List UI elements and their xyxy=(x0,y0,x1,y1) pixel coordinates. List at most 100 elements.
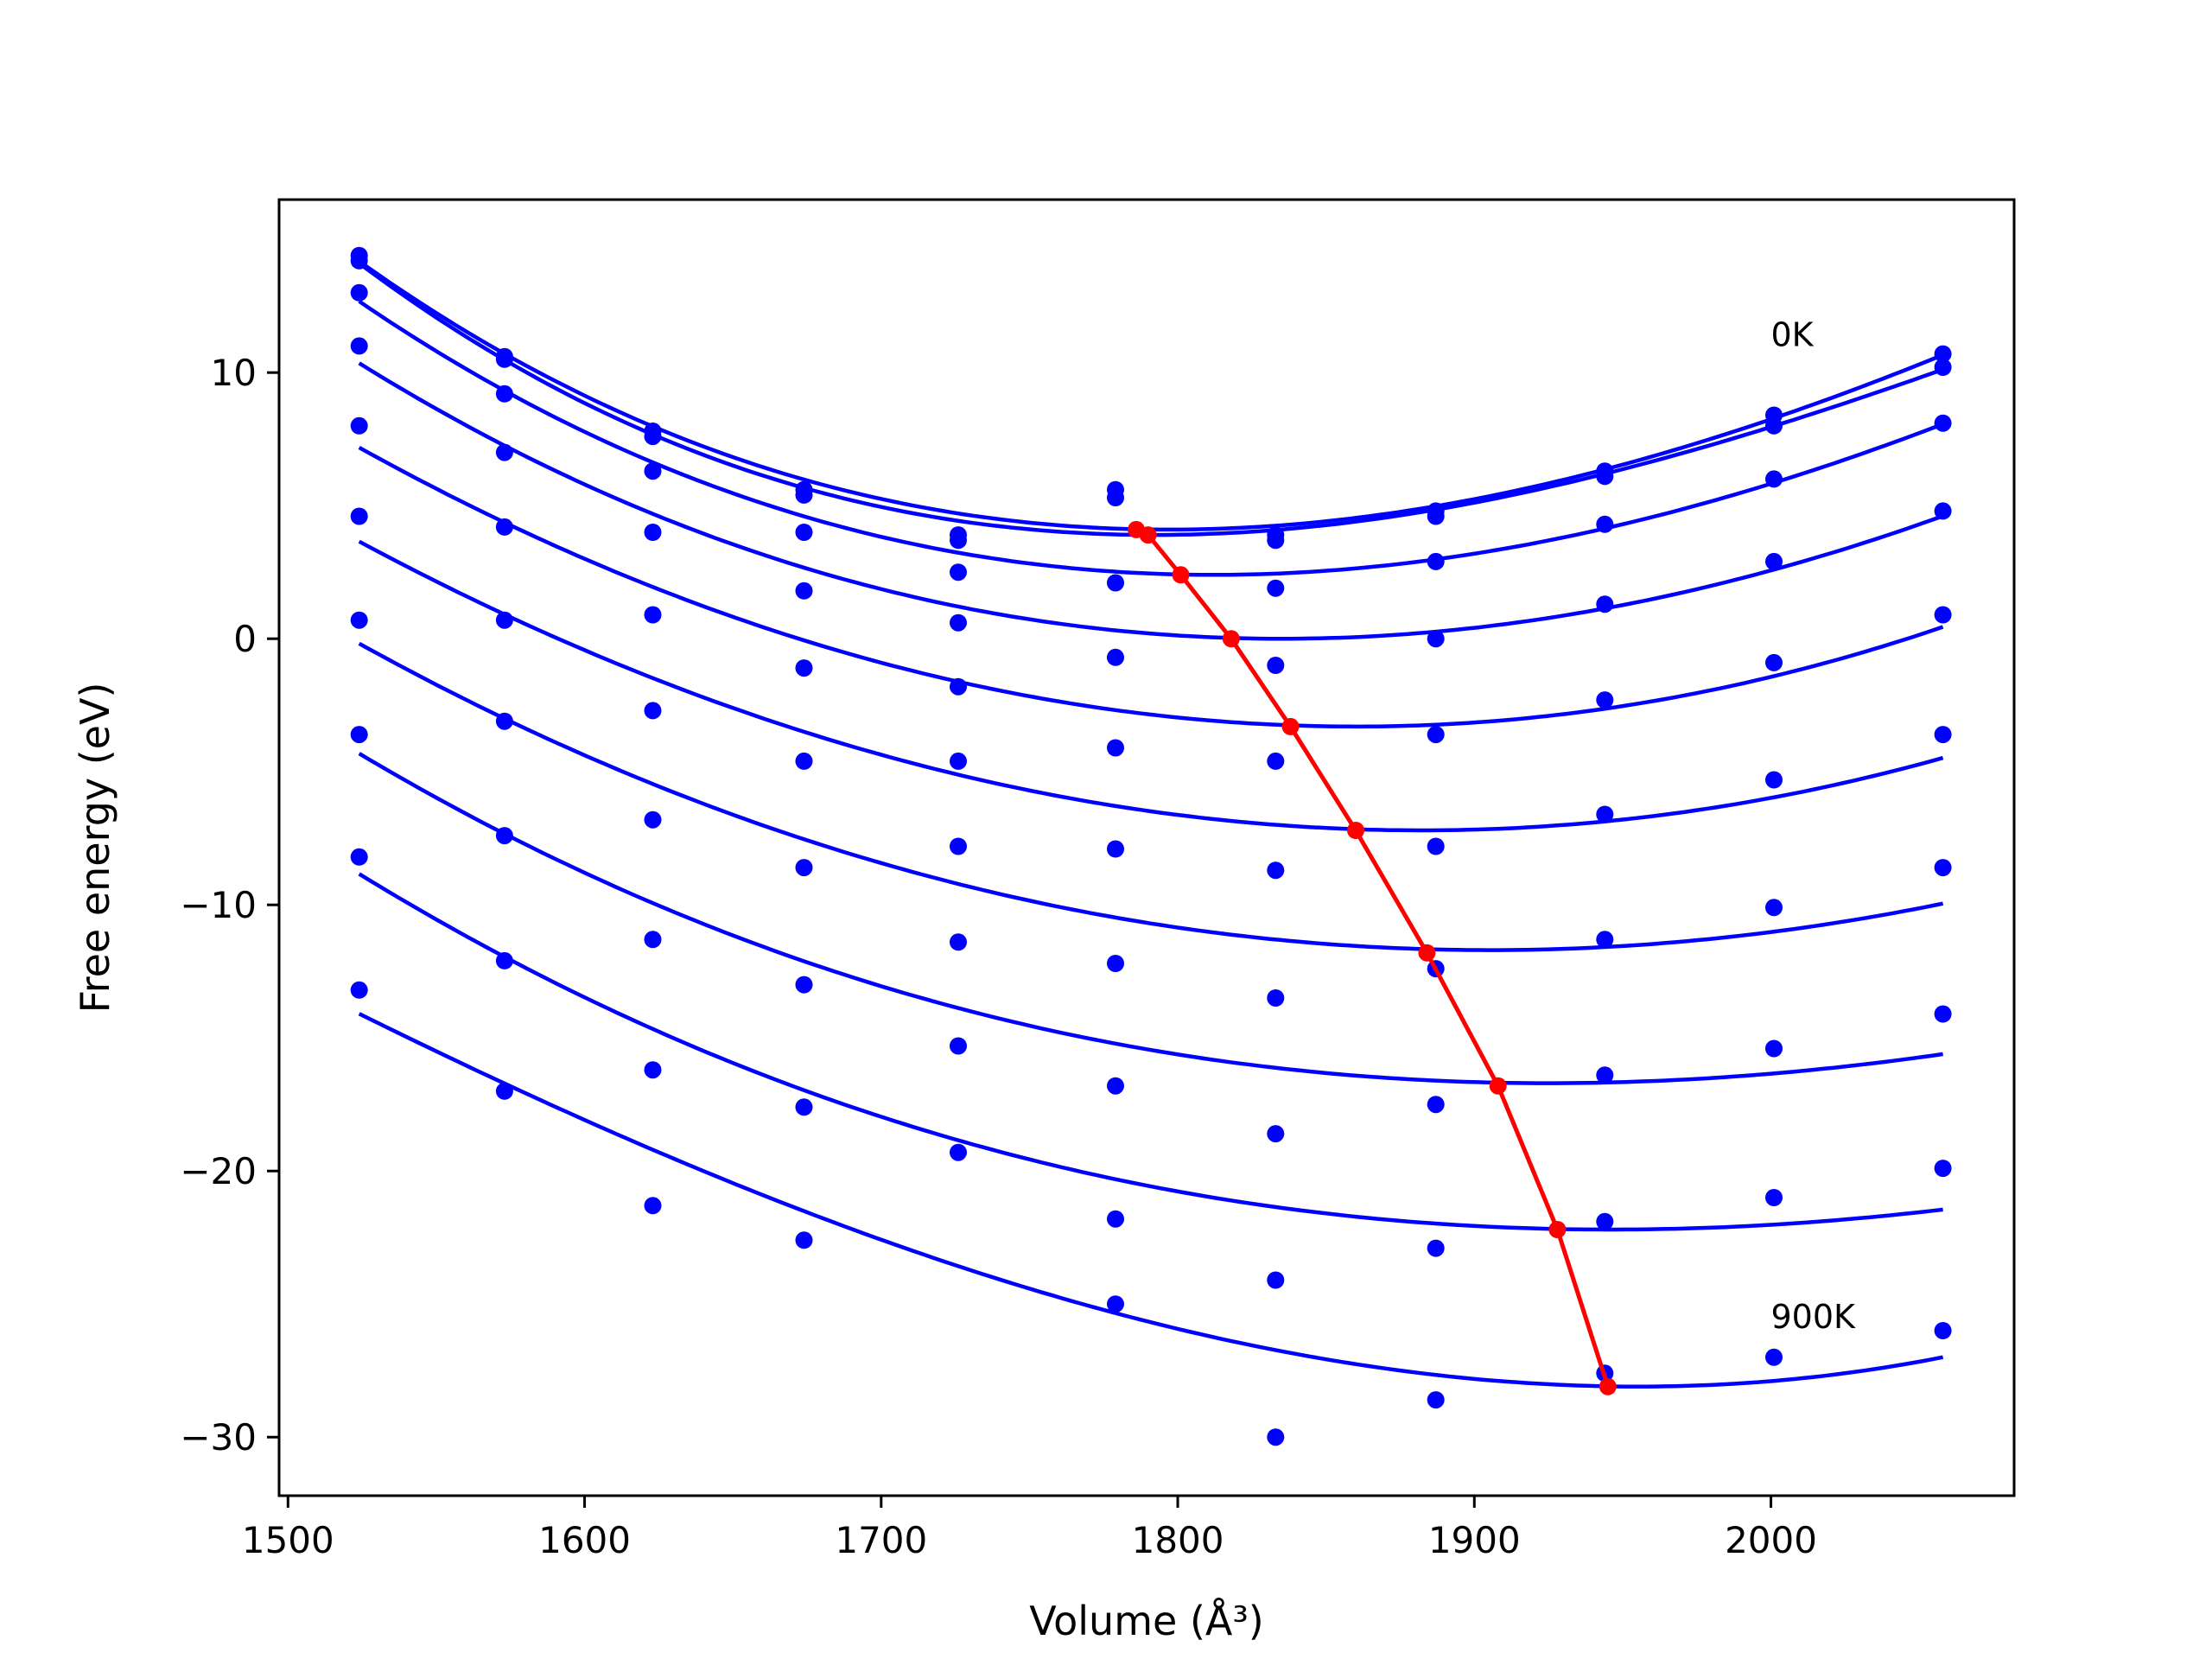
y-tick-label: 0 xyxy=(233,618,257,660)
data-point xyxy=(1934,414,1952,432)
data-point xyxy=(495,1082,513,1100)
data-point xyxy=(1107,574,1124,592)
data-point xyxy=(1427,1391,1445,1409)
data-point xyxy=(795,659,813,677)
data-point xyxy=(1765,1189,1783,1206)
data-point xyxy=(1267,1271,1285,1289)
y-tick-label: −20 xyxy=(180,1150,257,1192)
data-point xyxy=(644,462,662,480)
data-point xyxy=(1427,630,1445,648)
data-point xyxy=(1934,726,1952,744)
data-point xyxy=(350,981,368,999)
fit-curve-5 xyxy=(358,539,1944,833)
data-point xyxy=(1596,1066,1614,1084)
data-point xyxy=(1765,899,1783,917)
x-tick-label: 1700 xyxy=(835,1519,927,1561)
data-point xyxy=(495,350,513,368)
y-tick-label: −10 xyxy=(180,884,257,926)
y-tick-label: −30 xyxy=(180,1416,257,1459)
fit-curve-9 xyxy=(358,1012,1944,1389)
data-point xyxy=(350,848,368,866)
fit-curves xyxy=(358,259,1944,1389)
data-point xyxy=(950,677,967,696)
data-point xyxy=(495,443,513,461)
data-point xyxy=(1765,1039,1783,1058)
data-point xyxy=(1596,467,1614,486)
minimum-point xyxy=(1222,630,1240,648)
minimum-path xyxy=(1128,520,1617,1395)
x-tick-label: 2000 xyxy=(1725,1519,1817,1561)
curve-annotation: 0K xyxy=(1771,315,1815,353)
data-point xyxy=(795,486,813,504)
data-point xyxy=(1107,1210,1124,1228)
curve-annotation: 900K xyxy=(1771,1298,1857,1336)
minimum-point xyxy=(1139,526,1157,544)
data-point xyxy=(644,931,662,949)
data-point xyxy=(1267,752,1285,770)
data-point xyxy=(1934,359,1952,376)
data-point xyxy=(644,1197,662,1215)
data-point xyxy=(350,611,368,629)
minimum-point xyxy=(1347,822,1364,839)
minimum-point xyxy=(1172,566,1190,584)
data-point xyxy=(1107,648,1124,666)
data-point xyxy=(644,606,662,624)
minimum-point xyxy=(1281,717,1300,735)
data-point xyxy=(495,827,513,845)
data-point xyxy=(1765,1348,1783,1366)
data-point xyxy=(1107,840,1124,858)
data-point xyxy=(1765,653,1783,671)
data-point xyxy=(350,416,368,435)
data-point xyxy=(795,859,813,877)
data-point xyxy=(950,752,967,770)
data-point xyxy=(1267,531,1285,550)
data-point xyxy=(1267,1428,1285,1446)
data-point xyxy=(1596,691,1614,709)
data-point xyxy=(495,385,513,403)
x-tick-label: 1800 xyxy=(1132,1519,1224,1561)
data-point xyxy=(1427,1096,1445,1114)
data-point xyxy=(1765,552,1783,570)
fit-curve-7 xyxy=(358,752,1943,1085)
y-tick-label: 10 xyxy=(211,352,257,394)
data-point xyxy=(350,283,368,302)
data-point xyxy=(1596,805,1614,823)
data-point xyxy=(1107,739,1124,757)
data-point xyxy=(950,563,967,582)
data-point xyxy=(950,933,967,951)
minimum-point xyxy=(1418,944,1436,962)
data-point xyxy=(795,752,813,770)
data-point xyxy=(1934,502,1952,520)
x-axis-ticks: 1500 1600 1700 1800 1900 2000 xyxy=(242,1496,1817,1561)
data-point xyxy=(1934,1322,1952,1339)
fit-curve-4 xyxy=(358,445,1944,729)
data-point xyxy=(1107,955,1124,972)
data-point xyxy=(495,951,513,969)
data-point xyxy=(1765,771,1783,789)
data-point xyxy=(950,1037,967,1055)
fit-curve-6 xyxy=(358,641,1944,952)
data-point xyxy=(1596,1212,1614,1230)
data-point xyxy=(1267,579,1285,597)
data-point xyxy=(950,1143,967,1161)
data-point xyxy=(644,524,662,541)
data-point xyxy=(495,712,513,730)
x-tick-label: 1600 xyxy=(538,1519,631,1561)
data-point xyxy=(1427,507,1445,525)
data-point xyxy=(1107,1077,1124,1095)
data-point xyxy=(495,611,513,629)
data-point xyxy=(1427,552,1445,570)
data-point xyxy=(1596,595,1614,613)
data-point xyxy=(1934,606,1952,624)
minimum-point xyxy=(1489,1077,1507,1095)
data-point xyxy=(1934,345,1952,363)
data-point xyxy=(1765,416,1783,435)
x-tick-label: 1500 xyxy=(242,1519,334,1561)
data-point xyxy=(1267,989,1285,1007)
data-point xyxy=(950,531,967,550)
data-point xyxy=(795,524,813,541)
x-tick-label: 1900 xyxy=(1428,1519,1521,1561)
data-point xyxy=(795,1231,813,1249)
data-point xyxy=(644,810,662,829)
